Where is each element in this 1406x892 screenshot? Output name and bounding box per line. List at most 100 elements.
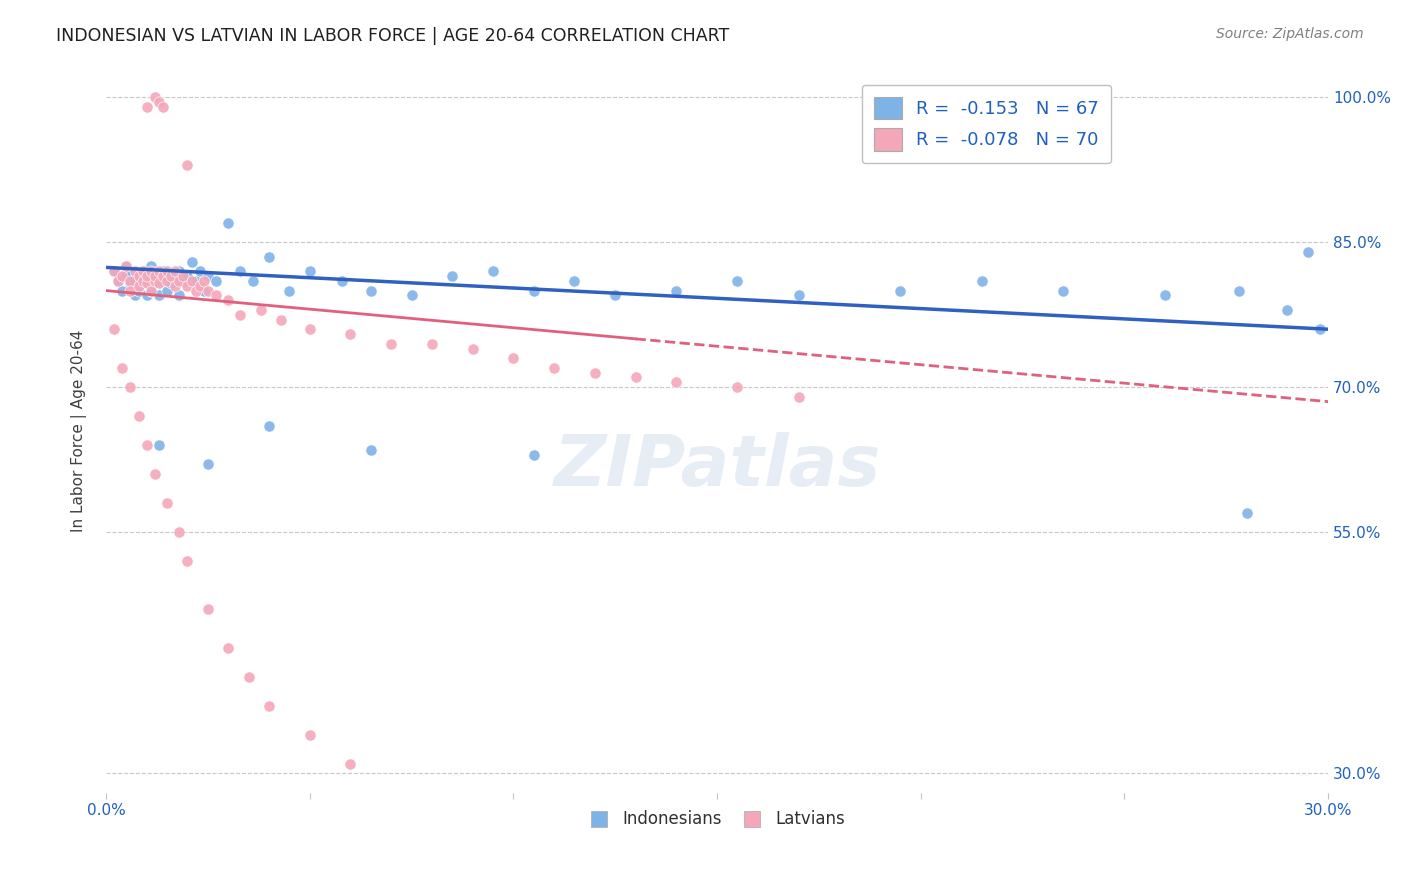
Point bbox=[156, 274, 179, 288]
Point bbox=[1236, 506, 1258, 520]
Point bbox=[124, 264, 146, 278]
Point bbox=[135, 269, 157, 284]
Point bbox=[461, 342, 484, 356]
Point bbox=[143, 269, 166, 284]
Point bbox=[502, 351, 524, 366]
Point bbox=[143, 266, 166, 280]
Point bbox=[111, 284, 134, 298]
Point bbox=[197, 269, 219, 284]
Point bbox=[128, 278, 150, 293]
Point bbox=[242, 274, 264, 288]
Point bbox=[139, 260, 162, 274]
Point bbox=[278, 284, 301, 298]
Point bbox=[330, 274, 353, 288]
Point bbox=[169, 524, 191, 539]
Point bbox=[128, 284, 150, 298]
Point bbox=[135, 276, 157, 290]
Point bbox=[257, 698, 280, 713]
Point bbox=[1154, 288, 1177, 302]
Point bbox=[970, 274, 993, 288]
Point bbox=[298, 322, 321, 336]
Point bbox=[205, 288, 228, 302]
Point bbox=[197, 602, 219, 616]
Point bbox=[339, 326, 361, 341]
Text: ZIPatlas: ZIPatlas bbox=[554, 433, 880, 501]
Point bbox=[1296, 244, 1319, 259]
Point bbox=[197, 458, 219, 472]
Point bbox=[725, 274, 748, 288]
Point bbox=[139, 284, 162, 298]
Point bbox=[131, 276, 153, 290]
Point bbox=[360, 284, 382, 298]
Point bbox=[128, 269, 150, 284]
Point bbox=[188, 278, 211, 293]
Point bbox=[176, 158, 198, 172]
Point bbox=[441, 269, 464, 284]
Point bbox=[143, 90, 166, 104]
Point bbox=[360, 442, 382, 457]
Point bbox=[787, 390, 810, 404]
Point bbox=[148, 264, 170, 278]
Point bbox=[156, 284, 179, 298]
Point bbox=[165, 278, 187, 293]
Point bbox=[523, 284, 546, 298]
Point bbox=[120, 380, 142, 394]
Point bbox=[103, 264, 125, 278]
Point bbox=[217, 293, 239, 308]
Point bbox=[1277, 302, 1299, 317]
Point bbox=[176, 554, 198, 568]
Point bbox=[482, 264, 505, 278]
Point bbox=[131, 264, 153, 278]
Point bbox=[135, 438, 157, 452]
Point bbox=[107, 274, 129, 288]
Point bbox=[115, 269, 138, 284]
Point bbox=[107, 274, 129, 288]
Point bbox=[725, 380, 748, 394]
Point bbox=[238, 670, 260, 684]
Point bbox=[115, 260, 138, 274]
Point bbox=[270, 312, 292, 326]
Point bbox=[180, 274, 202, 288]
Text: INDONESIAN VS LATVIAN IN LABOR FORCE | AGE 20-64 CORRELATION CHART: INDONESIAN VS LATVIAN IN LABOR FORCE | A… bbox=[56, 27, 730, 45]
Point bbox=[169, 274, 191, 288]
Point bbox=[131, 274, 153, 288]
Point bbox=[1052, 284, 1074, 298]
Point bbox=[889, 284, 911, 298]
Point bbox=[1309, 322, 1331, 336]
Point bbox=[420, 336, 443, 351]
Point bbox=[148, 95, 170, 110]
Point bbox=[193, 284, 215, 298]
Point bbox=[152, 100, 174, 114]
Point bbox=[172, 269, 194, 284]
Point bbox=[128, 274, 150, 288]
Point bbox=[103, 264, 125, 278]
Point bbox=[120, 284, 142, 298]
Point bbox=[143, 467, 166, 481]
Text: Source: ZipAtlas.com: Source: ZipAtlas.com bbox=[1216, 27, 1364, 41]
Point bbox=[115, 260, 138, 274]
Point bbox=[184, 284, 207, 298]
Legend: Indonesians, Latvians: Indonesians, Latvians bbox=[582, 804, 852, 835]
Point bbox=[605, 288, 627, 302]
Point bbox=[217, 216, 239, 230]
Point bbox=[143, 274, 166, 288]
Point bbox=[120, 274, 142, 288]
Point bbox=[124, 288, 146, 302]
Point bbox=[156, 264, 179, 278]
Point bbox=[165, 264, 187, 278]
Point bbox=[139, 264, 162, 278]
Point bbox=[160, 269, 183, 284]
Point bbox=[139, 284, 162, 298]
Point bbox=[135, 288, 157, 302]
Point bbox=[148, 288, 170, 302]
Point bbox=[103, 322, 125, 336]
Point bbox=[176, 278, 198, 293]
Point bbox=[128, 409, 150, 423]
Point bbox=[624, 370, 647, 384]
Point bbox=[111, 269, 134, 284]
Point bbox=[249, 302, 271, 317]
Point bbox=[1227, 284, 1250, 298]
Point bbox=[120, 266, 142, 280]
Y-axis label: In Labor Force | Age 20-64: In Labor Force | Age 20-64 bbox=[72, 329, 87, 532]
Point bbox=[523, 448, 546, 462]
